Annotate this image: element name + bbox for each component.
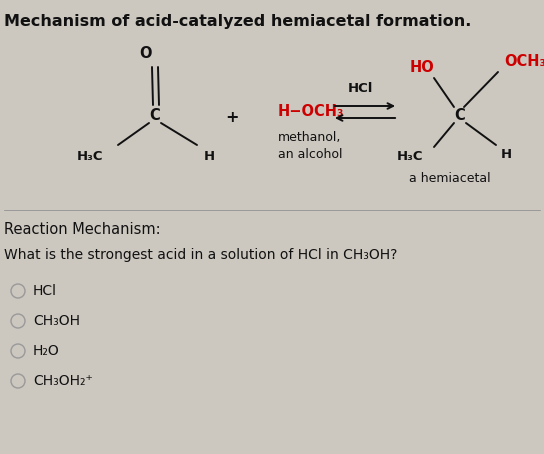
Text: H: H: [500, 148, 511, 162]
Text: CH₃OH₂⁺: CH₃OH₂⁺: [33, 374, 92, 388]
Text: methanol,: methanol,: [278, 132, 342, 144]
Text: HCl: HCl: [347, 82, 373, 94]
Text: H₃C: H₃C: [397, 150, 423, 163]
Text: OCH₃: OCH₃: [504, 54, 544, 69]
Text: HO: HO: [410, 60, 434, 75]
Text: H−OCH₃: H−OCH₃: [278, 104, 344, 119]
Text: O: O: [140, 46, 152, 61]
Text: H₂O: H₂O: [33, 344, 60, 358]
Text: an alcohol: an alcohol: [278, 148, 343, 162]
Text: C: C: [455, 108, 465, 123]
Text: +: +: [225, 110, 239, 125]
Text: C: C: [150, 108, 160, 123]
Text: H: H: [203, 149, 214, 163]
Text: Reaction Mechanism:: Reaction Mechanism:: [4, 222, 160, 237]
Text: H₃C: H₃C: [77, 149, 103, 163]
Text: HCl: HCl: [33, 284, 57, 298]
Text: What is the strongest acid in a solution of HCl in CH₃OH?: What is the strongest acid in a solution…: [4, 248, 397, 262]
Text: Mechanism of acid-catalyzed hemiacetal formation.: Mechanism of acid-catalyzed hemiacetal f…: [4, 14, 471, 29]
Text: a hemiacetal: a hemiacetal: [409, 172, 491, 184]
Text: CH₃OH: CH₃OH: [33, 314, 80, 328]
